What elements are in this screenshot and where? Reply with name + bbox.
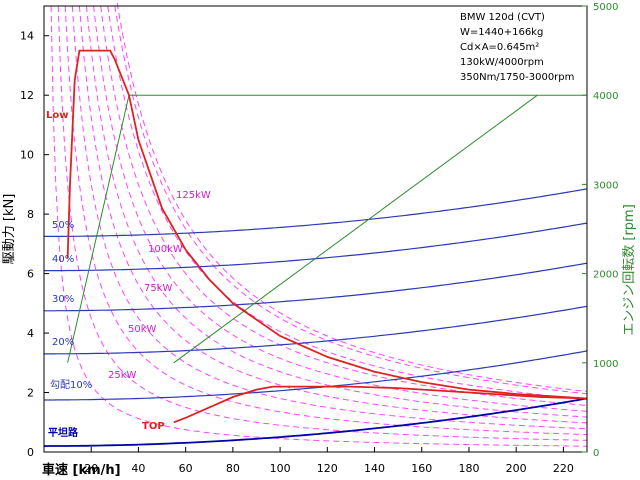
power-curve-37-5kw [64, 5, 587, 435]
power-curve-125kw [114, 5, 588, 395]
resistance-label-0: 平坦路 [48, 426, 79, 439]
info-line-1: W=1440+166kg [460, 27, 543, 38]
resistance-curve-1 [44, 350, 588, 401]
resistance-label-4: 40% [52, 254, 74, 265]
low-gear-label: Low [46, 110, 68, 121]
x-tick-label: 180 [458, 462, 479, 475]
x-tick-label: 100 [270, 462, 291, 475]
resistance-label-2: 20% [52, 337, 74, 348]
y-tick-label: 6 [27, 268, 34, 281]
power-curve-130kw [116, 3, 588, 392]
power-label-75kw: 75kW [144, 283, 173, 294]
power-label-125kw: 125kW [176, 190, 211, 201]
y2-axis-label: エンジン回転数 [rpm] [622, 204, 637, 336]
x-tick-label: 120 [317, 462, 338, 475]
y2-tick-label: 1000 [593, 359, 618, 370]
power-curve-62-5kw [78, 5, 588, 424]
resistance-curve-3 [44, 262, 588, 312]
y-tick-label: 10 [20, 149, 34, 162]
resistance-curve-4 [44, 222, 588, 272]
y2-tick-label: 0 [593, 448, 599, 459]
resistance-curve-0 [43, 397, 588, 447]
y2-tick-label: 3000 [593, 180, 618, 191]
power-curve-12-5kw [50, 5, 587, 447]
y-tick-label: 0 [27, 446, 34, 459]
drive-force-top-line [173, 385, 588, 424]
drive-force-layer [66, 49, 588, 424]
info-line-0: BMW 120d (CVT) [460, 12, 545, 23]
resistance-layer [43, 188, 588, 447]
y-tick-label: 8 [27, 208, 34, 221]
power-label-50kw: 50kW [128, 324, 157, 335]
x-axis-label: 車速 [km/h] [42, 462, 121, 478]
x-tick-label: 220 [553, 462, 574, 475]
x-tick-label: 60 [179, 462, 193, 475]
y-axis-label: 駆動力 [kN] [2, 194, 17, 265]
power-curve-50kw [71, 5, 588, 430]
resistance-curve-2 [44, 305, 588, 355]
x-tick-label: 160 [411, 462, 432, 475]
x-tick-label: 40 [131, 462, 145, 475]
info-line-4: 350Nm/1750-3000rpm [460, 72, 574, 83]
x-tick-label: 200 [506, 462, 527, 475]
engine-rpm-layer [67, 94, 587, 364]
x-tick-label: 80 [226, 462, 240, 475]
resistance-label-1: 勾配10% [50, 378, 92, 391]
y2-tick-label: 4000 [593, 91, 618, 102]
power-label-100kw: 100kW [148, 244, 183, 255]
resistance-label-3: 30% [52, 294, 74, 305]
power-curve-100kw [100, 5, 588, 406]
y2-tick-label: 5000 [593, 2, 618, 13]
power-curve-87-5kw [93, 5, 588, 412]
plot-frame [43, 5, 588, 453]
engine-rpm-low-line [67, 94, 587, 363]
y2-tick-label: 2000 [593, 270, 618, 281]
y-tick-label: 12 [20, 89, 34, 102]
x-tick-label: 140 [364, 462, 385, 475]
y-tick-label: 14 [20, 30, 34, 43]
power-curve-112-5kw [107, 5, 588, 401]
drive-force-low-line [66, 49, 588, 400]
resistance-label-5: 50% [52, 220, 74, 231]
power-label-25kw: 25kW [108, 370, 137, 381]
y-tick-label: 2 [27, 387, 34, 400]
top-gear-label: TOP [142, 421, 165, 432]
engine-rpm-top-line [173, 94, 538, 364]
info-line-3: 130kW/4000rpm [460, 57, 544, 68]
info-line-2: Cd×A=0.645m² [460, 42, 539, 53]
info-box: BMW 120d (CVT) W=1440+166kg Cd×A=0.645m² 13… [460, 12, 574, 83]
annotation-layer: 25kW 50kW 75kW 100kW 125kW 平坦路 勾配10% 20% 30% 40% 5… [46, 110, 211, 439]
resistance-curve-5 [44, 188, 588, 237]
x-tick-label: 20 [84, 462, 98, 475]
y-tick-label: 4 [27, 327, 34, 340]
